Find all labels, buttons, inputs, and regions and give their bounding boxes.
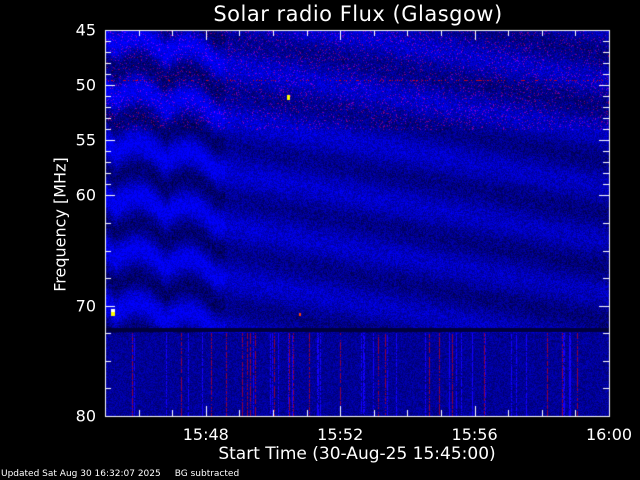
chart-title: Solar radio Flux (Glasgow) bbox=[213, 2, 503, 26]
y-tick-label: 50 bbox=[75, 75, 96, 95]
x-tick-label: 15:52 bbox=[317, 425, 364, 444]
y-tick-label: 45 bbox=[75, 20, 96, 40]
footer: Updated Sat Aug 30 16:32:07 2025 BG subtr… bbox=[1, 469, 253, 479]
y-axis-label: Frequency [MHz] bbox=[50, 157, 70, 292]
x-tick-label: 16:00 bbox=[585, 425, 633, 444]
y-tick-label: 70 bbox=[75, 296, 96, 316]
y-tick-label: 60 bbox=[75, 185, 96, 205]
x-tick-label: 15:48 bbox=[182, 425, 229, 444]
y-tick-label: 55 bbox=[75, 130, 96, 150]
x-axis-label: Start Time (30-Aug-25 15:45:00) bbox=[218, 444, 496, 464]
x-tick-label: 15:56 bbox=[451, 425, 498, 444]
bg-note: BG subtracted bbox=[174, 469, 240, 479]
y-tick-label: 80 bbox=[75, 406, 96, 426]
updated-timestamp: Updated Sat Aug 30 16:32:07 2025 bbox=[1, 469, 161, 479]
